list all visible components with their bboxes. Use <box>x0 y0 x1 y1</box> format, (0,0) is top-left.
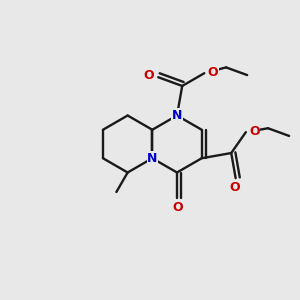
Text: O: O <box>207 66 218 79</box>
Text: O: O <box>143 69 154 82</box>
Text: O: O <box>230 181 240 194</box>
Text: O: O <box>249 125 260 138</box>
Text: N: N <box>147 152 158 165</box>
Text: O: O <box>172 201 183 214</box>
Text: N: N <box>172 109 182 122</box>
